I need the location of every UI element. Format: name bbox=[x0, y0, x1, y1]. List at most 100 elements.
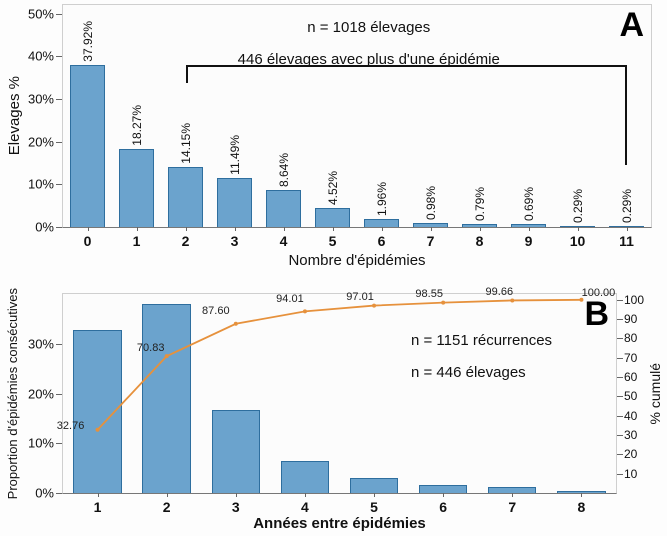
panel-b-bar bbox=[488, 487, 537, 493]
panel-a-letter: A bbox=[619, 6, 644, 44]
panel-b-left-ytick-mark bbox=[56, 443, 62, 445]
panel-a-bar bbox=[314, 207, 351, 227]
panel-a-annotation-446-elevages: 446 élevages avec plus d'une épidémie bbox=[237, 51, 500, 68]
panel-a-bar bbox=[363, 218, 400, 227]
cumulative-value-label: 70.83 bbox=[136, 342, 165, 355]
panel-b-right-ytick-mark bbox=[617, 396, 623, 398]
panel-a-ytick-mark bbox=[56, 141, 62, 143]
panel-a-xtick-label: 4 bbox=[279, 233, 288, 249]
panel-b-annotation-n-recurrences: n = 1151 récurrences bbox=[411, 332, 553, 349]
panel-a-xtick-label: 9 bbox=[524, 233, 533, 249]
panel-a-xtick-label: 2 bbox=[181, 233, 190, 249]
panel-a-xtick-mark bbox=[87, 227, 89, 231]
panel-a-ytick-label: 20% bbox=[27, 134, 54, 150]
panel-b-right-ytick-mark bbox=[617, 473, 623, 475]
cumulative-point bbox=[510, 298, 515, 303]
panel-b-right-ytick-label: 90 bbox=[624, 312, 638, 327]
panel-b-right-ytick-label: 80 bbox=[624, 331, 638, 346]
panel-a-bar bbox=[216, 177, 253, 227]
panel-a-ytick-label: 40% bbox=[27, 48, 54, 64]
panel-b-left-ytick-label: 0% bbox=[35, 485, 54, 501]
panel-a-xtick-label: 5 bbox=[328, 233, 337, 249]
panel-a-bar bbox=[167, 166, 204, 227]
panel-b-xtick-mark bbox=[97, 493, 99, 497]
panel-b-left-ytick-label: 30% bbox=[27, 336, 54, 352]
panel-a-bar bbox=[69, 65, 106, 227]
panel-a-bar-value-label: 18.27% bbox=[129, 105, 144, 147]
panel-b-bar bbox=[557, 491, 606, 493]
bracket-left-end bbox=[185, 64, 188, 83]
panel-a-xtick-label: 1 bbox=[132, 233, 141, 249]
panel-a-bar-value-label: 1.96% bbox=[374, 181, 389, 216]
panel-a-xtick-label: 7 bbox=[426, 233, 435, 249]
cumulative-line bbox=[95, 297, 584, 432]
panel-b-bar bbox=[211, 409, 260, 493]
panel-a-bar-value-label: 0.29% bbox=[570, 188, 585, 223]
cumulative-polyline bbox=[96, 298, 582, 431]
panel-a-xtick-mark bbox=[332, 227, 334, 231]
panel-a-xtick-mark bbox=[283, 227, 285, 231]
panel-b-right-ytick-label: 60 bbox=[624, 370, 638, 385]
panel-a-bar bbox=[412, 222, 449, 227]
cumulative-value-label: 87.60 bbox=[202, 304, 230, 317]
panel-a-bar-value-label: 11.49% bbox=[227, 135, 242, 175]
panel-a-xtick-label: 8 bbox=[475, 233, 484, 249]
cumulative-point bbox=[372, 303, 377, 308]
panel-b-bar bbox=[280, 461, 330, 493]
panel-a-bar bbox=[461, 223, 498, 227]
panel-a-ytick-label: 0% bbox=[35, 219, 54, 235]
panel-a-bar-value-label: 14.15% bbox=[178, 122, 193, 164]
panel-a-xtick-mark bbox=[577, 227, 579, 231]
panel-a-bar-value-label: 0.98% bbox=[423, 185, 438, 220]
cumulative-value-label: 100.00 bbox=[581, 286, 616, 299]
panel-b-right-ytick-label: 30 bbox=[624, 428, 638, 443]
panel-b-bar bbox=[418, 485, 468, 493]
panel-a-bar-value-label: 37.92% bbox=[80, 21, 95, 63]
cumulative-point bbox=[441, 300, 446, 305]
panel-a-bar bbox=[265, 190, 302, 227]
panel-b-right-y-axis: % cumulé bbox=[645, 293, 665, 494]
panel-b-right-ytick-mark bbox=[617, 377, 623, 379]
panel-a-plot-area: n = 1018 élevages 446 élevages avec plus… bbox=[28, 4, 652, 249]
panel-b-plot-area: n = 1151 récurrences n = 446 élevages B … bbox=[28, 286, 644, 515]
panel-b-xtick-label: 5 bbox=[370, 499, 378, 515]
cumulative-value-label: 94.01 bbox=[276, 293, 304, 306]
cumulative-point bbox=[302, 309, 307, 314]
panel-b-right-ytick-mark bbox=[617, 415, 623, 417]
panel-b-right-ytick-label: 70 bbox=[624, 350, 638, 365]
panel-b-xtick-mark bbox=[304, 493, 306, 497]
panel-b-left-ytick-label: 20% bbox=[27, 386, 54, 401]
panel-b-right-ytick-mark bbox=[617, 338, 623, 340]
panel-b-xtick-mark bbox=[235, 493, 237, 497]
panel-a-ytick-mark bbox=[56, 13, 62, 15]
panel-b-right-y-axis-label: % cumulé bbox=[647, 362, 663, 425]
panel-b-xtick-mark bbox=[374, 493, 376, 497]
panel-a-bar-value-label: 4.52% bbox=[325, 170, 340, 205]
panel-b-xtick-label: 1 bbox=[93, 499, 102, 515]
panel-a-ytick-mark bbox=[56, 98, 62, 100]
panel-b-left-ytick-mark bbox=[56, 493, 62, 494]
panel-b-xtick-label: 7 bbox=[508, 499, 517, 515]
panel-b-right-ytick-mark bbox=[617, 299, 623, 301]
cumulative-value-label: 32.76 bbox=[56, 419, 85, 432]
cumulative-point bbox=[95, 427, 100, 432]
panel-b-right-ytick-label: 40 bbox=[624, 408, 638, 423]
panel-a-y-axis-label: Elevages % bbox=[5, 76, 23, 156]
panel-b-right-ytick-mark bbox=[617, 454, 623, 456]
cumulative-value-label: 99.66 bbox=[485, 286, 514, 299]
panel-b-xtick-label: 4 bbox=[301, 499, 309, 515]
panel-b-right-ytick-mark bbox=[617, 319, 623, 321]
panel-b-xtick-mark bbox=[443, 493, 445, 497]
panel-b-right-ytick-mark bbox=[617, 357, 623, 359]
panel-a-xtick-label: 11 bbox=[619, 233, 634, 249]
panel-b-bar bbox=[142, 303, 191, 493]
panel-a-xtick-mark bbox=[234, 227, 236, 231]
panel-a-xtick-label: 10 bbox=[569, 233, 586, 249]
panel-a-ytick-mark bbox=[56, 184, 62, 186]
panel-a-xtick-mark bbox=[528, 227, 530, 231]
panel-a-bar bbox=[559, 225, 596, 227]
bracket-right-end bbox=[624, 64, 627, 165]
panel-a-xtick-mark bbox=[136, 227, 138, 231]
panel-a-bar-value-label: 8.64% bbox=[276, 153, 291, 188]
